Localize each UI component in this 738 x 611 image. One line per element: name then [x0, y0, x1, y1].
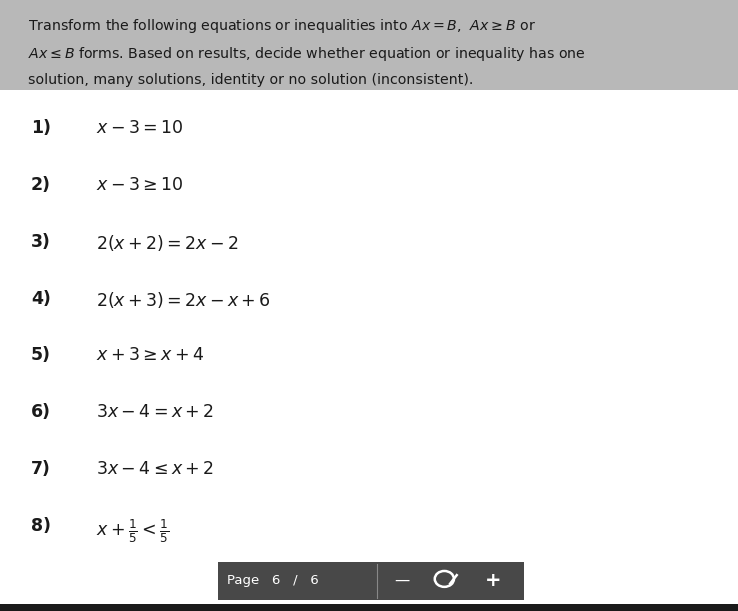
Text: +: +: [485, 571, 502, 590]
Text: $3x - 4 \leq x + 2$: $3x - 4 \leq x + 2$: [96, 460, 214, 478]
Text: 1): 1): [31, 119, 51, 137]
Text: $2(x + 3) = 2x - x + 6$: $2(x + 3) = 2x - x + 6$: [96, 290, 271, 310]
Text: 8): 8): [31, 517, 51, 535]
Text: —: —: [394, 573, 409, 588]
Text: $x + \frac{1}{5} < \frac{1}{5}$: $x + \frac{1}{5} < \frac{1}{5}$: [96, 517, 169, 544]
Text: Transform the following equations or inequalities into $Ax = B$,  $Ax \geq B$ or: Transform the following equations or ine…: [28, 17, 536, 35]
Text: 5): 5): [31, 346, 51, 364]
Text: Page   6   /   6: Page 6 / 6: [227, 574, 318, 587]
Text: $3x - 4 = x + 2$: $3x - 4 = x + 2$: [96, 403, 214, 421]
Text: 2): 2): [31, 176, 51, 194]
Text: $Ax \leq B$ forms. Based on results, decide whether equation or inequality has o: $Ax \leq B$ forms. Based on results, dec…: [28, 45, 586, 63]
Text: 3): 3): [31, 233, 51, 251]
Text: 7): 7): [31, 460, 51, 478]
Bar: [0, 604, 738, 611]
Bar: [0, 90, 738, 611]
Text: $2(x + 2) = 2x - 2$: $2(x + 2) = 2x - 2$: [96, 233, 238, 253]
Bar: [218, 562, 524, 600]
Text: $x - 3 = 10$: $x - 3 = 10$: [96, 119, 183, 137]
Bar: [0, 0, 738, 90]
Text: $x + 3 \geq x + 4$: $x + 3 \geq x + 4$: [96, 346, 204, 364]
Text: solution, many solutions, identity or no solution (inconsistent).: solution, many solutions, identity or no…: [28, 73, 473, 87]
Text: 6): 6): [31, 403, 51, 421]
Text: $x - 3 \geq 10$: $x - 3 \geq 10$: [96, 176, 183, 194]
Text: 4): 4): [31, 290, 51, 307]
